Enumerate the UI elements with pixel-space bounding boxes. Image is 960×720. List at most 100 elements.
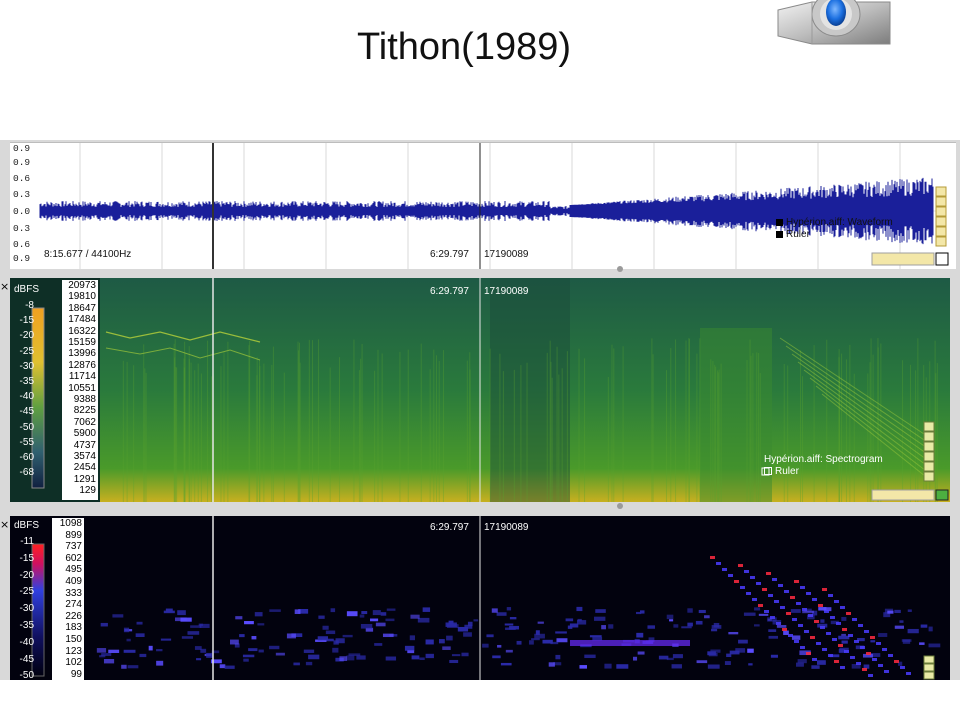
cq-energy [708,652,718,657]
cq-harmonic [828,594,833,597]
cursor-time: 6:29.797 [430,249,469,260]
cq-energy [841,616,847,621]
cq-energy [802,610,814,614]
cq-energy [135,633,145,637]
cq-harmonic [814,620,819,623]
cq-energy [229,639,239,645]
cq-harmonic [716,562,721,565]
cq-energy [417,617,430,623]
db-tick: -20 [19,330,34,342]
cq-energy [374,643,383,646]
cq-harmonic [882,648,887,651]
cq-energy [838,635,850,640]
cq-harmonic [854,640,859,643]
spectrogram-legend[interactable]: Hypérion.aiff: Spectrogram Ruler [764,454,883,478]
cq-energy [516,640,522,645]
cq-energy [589,635,602,638]
cq-energy [672,654,683,659]
spectrogram-canvas[interactable] [10,278,950,502]
cq-harmonic [894,660,899,663]
cq-energy [555,654,561,660]
frequency-tick: 183 [65,622,82,634]
level-meter-segment [923,441,935,452]
cq-energy [604,663,612,669]
level-meter-segment [923,451,935,462]
frequency-tick: 123 [65,645,82,657]
cq-energy [375,622,386,627]
cq-energy [535,630,540,635]
wave-tick: 0.3 [13,189,31,200]
cq-harmonic [900,666,905,669]
cq-harmonic [832,638,837,641]
db-tick: -40 [19,391,34,403]
cq-energy [467,621,473,627]
cq-energy [382,633,394,638]
cq-energy [96,648,107,653]
cq-band [570,640,690,646]
cq-harmonic [796,602,801,605]
cq-energy [509,617,517,620]
db-tick: -50 [19,670,34,682]
cq-energy [887,610,894,614]
cq-harmonic [862,668,867,671]
waveform-canvas[interactable] [10,143,956,269]
overview-toggle [935,489,949,501]
cq-energy [576,606,583,612]
cq-energy [894,609,901,614]
melodic-spectrogram-pane[interactable]: dBFS -11 -15 -20 -25 -30 -35 -40 -45 -50 1098 899… [10,516,950,682]
cq-energy [194,646,202,650]
frequency-tick: 129 [79,485,96,497]
cq-harmonic [752,598,757,601]
pane-splitter-handle[interactable] [617,503,623,509]
cq-energy [870,640,876,643]
cq-harmonic [884,670,889,673]
speaker-icon[interactable] [772,0,896,58]
cq-harmonic [872,658,877,661]
waveform-trace [39,177,934,245]
pane-splitter-handle[interactable] [617,266,623,272]
cq-harmonic [864,630,869,633]
cq-harmonic [768,594,773,597]
cq-energy [342,634,353,638]
db-tick: -45 [19,653,34,665]
spectrogram-pane[interactable]: dBFS -8 -15 -20 -25 -30 -35 -40 -45 -50 -55 -60 -68… [10,278,950,502]
slide-title: Tithon(1989) [356,26,572,68]
cq-harmonic [804,630,809,633]
cq-energy [318,615,325,619]
waveform-legend[interactable]: Hypérion.aiff: Waveform Ruler [776,217,893,241]
harmonic-line [797,361,931,457]
cq-harmonic [812,658,817,661]
cq-energy [658,655,669,660]
cq-energy [330,608,336,613]
cq-energy [361,611,368,615]
cq-energy [565,618,574,622]
cq-energy [380,612,387,616]
cq-energy [100,622,108,627]
frequency-tick: 226 [65,610,82,622]
cq-energy [187,631,200,635]
cq-energy [738,639,748,644]
melodic-spectrogram-canvas[interactable] [10,516,950,680]
close-icon[interactable]: × [0,518,10,531]
cq-energy [754,607,761,611]
cq-energy [724,661,731,666]
cq-harmonic [710,556,715,559]
colour-scale-bar [31,307,45,489]
level-meter-segment [923,461,935,472]
cq-energy [101,653,112,656]
cq-energy [108,649,120,653]
cq-energy [735,648,746,653]
spectrogram-region [700,328,772,502]
waveform-pane[interactable]: 0.9 0.9 0.6 0.3 0.0 0.3 0.6 0.9 8:15.677… [10,142,956,269]
cq-energy [242,654,255,658]
cq-harmonic [800,586,805,589]
cq-energy [112,614,124,618]
close-icon[interactable]: × [0,280,10,293]
cq-energy [636,632,644,638]
cq-harmonic [788,634,793,637]
cq-energy [928,626,933,632]
db-tick: -35 [19,376,34,387]
frequency-tick: 274 [65,599,82,611]
cq-energy [269,645,280,650]
frequency-tick: 150 [65,634,82,645]
